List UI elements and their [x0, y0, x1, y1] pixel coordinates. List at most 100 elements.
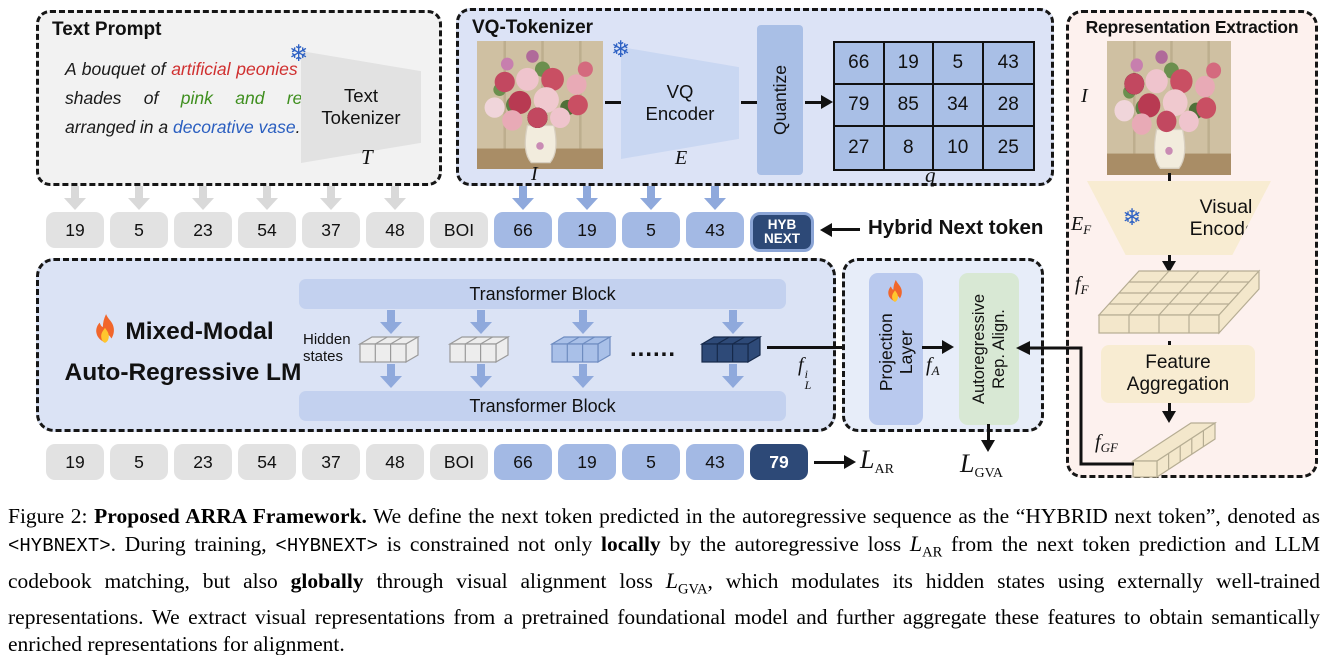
token-slot: 5 — [110, 444, 168, 480]
token-grid: 66 19 5 43 79 85 34 28 27 8 10 25 — [833, 41, 1035, 171]
vq-encoder-label: VQ Encoder — [645, 81, 715, 124]
encoder-to-quantize-line — [741, 101, 757, 104]
token-slot: 19 — [46, 186, 104, 252]
arrowhead-right — [942, 340, 954, 354]
snowflake-icon: ❄ — [289, 41, 309, 67]
blue-down-arrow — [512, 186, 534, 210]
grid-label: q — [925, 163, 936, 187]
vq-grid-cell: 34 — [934, 85, 984, 127]
caption-segment: GVA — [677, 581, 708, 598]
vq-encoder-block: VQ Encoder — [621, 47, 739, 159]
token-hyb-next: HYB NEXT — [750, 212, 814, 252]
vq-grid-cell: 25 — [997, 137, 1019, 158]
text-tokenizer-symbol: T — [361, 145, 373, 169]
vq-tokenizer-panel: VQ-Tokenizer I VQ Encoder ❄ E — [456, 8, 1054, 187]
gva-loss-label: LGVA — [960, 449, 1003, 481]
hidden-state-cubes-blue — [550, 335, 613, 364]
snowflake-icon: ❄ — [1122, 205, 1142, 231]
caption-segment: , which modulates its hidden states usin… — [8, 569, 1321, 655]
visual-encoder-block: ❄ Visual Encoder — [1087, 181, 1271, 255]
token-slot: 54 — [238, 444, 296, 480]
arrowhead-down — [1162, 411, 1176, 423]
token-slot: 23 — [174, 444, 232, 480]
vq-tokenizer-title: VQ-Tokenizer — [472, 17, 594, 38]
vq-grid-cell: 79 — [835, 85, 885, 127]
vq-grid-cell: 85 — [884, 85, 934, 127]
vq-grid-cell: 27 — [835, 127, 885, 169]
feature-map-cubes — [1097, 269, 1261, 335]
blue-down-arrow — [722, 364, 744, 388]
token-23: 23 — [174, 444, 232, 480]
token-37: 37 — [302, 444, 360, 480]
gray-down-arrow — [64, 186, 86, 210]
quantize-to-grid-line — [805, 101, 825, 104]
feature-agg-line2: Aggregation — [1126, 374, 1230, 395]
token-slot: 48 — [366, 186, 424, 252]
token-5: 5 — [622, 212, 680, 248]
token-19: 19 — [558, 444, 616, 480]
prompt-segment: A bouquet of — [65, 59, 172, 79]
blue-down-arrow — [722, 310, 744, 334]
caption-segment: L — [665, 568, 678, 594]
token-19: 19 — [46, 444, 104, 480]
figure-caption: Figure 2: Proposed ARRA Framework. We de… — [8, 503, 1320, 655]
snowflake-icon: ❄ — [611, 37, 631, 63]
blue-down-arrow — [380, 310, 402, 334]
token-slot: 79 — [750, 444, 808, 480]
blue-down-arrow — [470, 310, 492, 334]
caption-segment: AR — [922, 544, 943, 561]
token-37: 37 — [302, 212, 360, 248]
prompt-segment: artificial peonies — [171, 59, 298, 79]
feature-agg-line1: Feature — [1145, 352, 1211, 373]
token-5: 5 — [622, 444, 680, 480]
rep-image-label: I — [1081, 85, 1088, 107]
token-slot: 19 — [46, 444, 104, 480]
token-43: 43 — [686, 212, 744, 248]
text-prompt-title: Text Prompt — [52, 19, 162, 40]
blue-down-arrow — [572, 364, 594, 388]
hybrid-next-token-note: Hybrid Next token — [868, 216, 1044, 239]
token-boi: BOI — [430, 212, 488, 248]
ff-label: fF — [1075, 273, 1089, 297]
gray-down-arrow — [192, 186, 214, 210]
arrowhead-right — [844, 455, 856, 469]
token-slot: 19 — [558, 444, 616, 480]
token-slot: 54 — [238, 186, 296, 252]
projection-layer-line1: Projection — [876, 313, 896, 392]
token-slot: 19 — [558, 186, 616, 252]
token-row-bottom: 19 5 23 54 37 48 BOI 66 19 5 43 79 — [46, 444, 814, 480]
token-slot: 5 — [622, 444, 680, 480]
gray-down-arrow — [320, 186, 342, 210]
lm-title: Mixed-Modal Auto-Regressive LM — [47, 313, 319, 389]
ar-loss-label: LAR — [860, 445, 894, 477]
image-to-encoder-line — [1168, 173, 1171, 183]
feature-aggregation-block: Feature Aggregation — [1101, 345, 1255, 403]
caption-segment: is constrained not only — [378, 532, 601, 557]
token-66: 66 — [494, 444, 552, 480]
ellipsis-dots: ...... — [629, 335, 676, 362]
gray-down-arrow — [128, 186, 150, 210]
blue-down-arrow — [380, 364, 402, 388]
text-tokenizer-label: Text Tokenizer — [321, 85, 401, 128]
lm-title-line1: Mixed-Modal — [125, 318, 274, 345]
caption-segment: . During training, — [110, 532, 276, 557]
lm-title-line2: Auto-Regressive LM — [64, 359, 302, 386]
token-54: 54 — [238, 212, 296, 248]
vq-encoder-symbol: E — [675, 147, 688, 169]
blue-down-arrow — [572, 310, 594, 334]
token-slot: HYB NEXT — [750, 212, 814, 252]
token-slot: 48 — [366, 444, 424, 480]
token-5: 5 — [110, 444, 168, 480]
caption-segment: locally — [600, 532, 661, 557]
blue-down-arrow — [704, 186, 726, 210]
token-slot: 66 — [494, 186, 552, 252]
vq-grid-cell: 28 — [983, 85, 1033, 127]
prompt-segment: decorative vase — [173, 117, 296, 137]
hidden-states-label: Hidden states — [303, 331, 351, 365]
transformer-block-bottom: Transformer Block — [299, 391, 786, 421]
vq-grid-cell: 5 — [934, 43, 984, 85]
caption-segment: We define the next token predicted in th… — [366, 504, 1321, 528]
aggregation-to-fgf-line — [1168, 403, 1171, 413]
projection-layer-block: Projection Layer — [869, 273, 923, 425]
